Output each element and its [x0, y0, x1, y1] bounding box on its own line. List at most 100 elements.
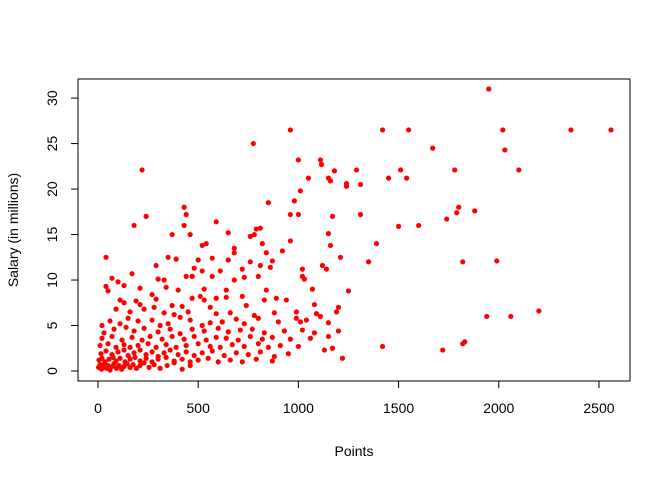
- data-point: [137, 362, 143, 369]
- data-point: [207, 304, 213, 310]
- data-point: [183, 211, 189, 218]
- data-point: [169, 302, 175, 309]
- data-point: [119, 337, 125, 343]
- data-point: [124, 361, 130, 367]
- data-point: [149, 291, 155, 298]
- data-point: [263, 250, 269, 256]
- data-point: [273, 295, 279, 301]
- data-point: [125, 315, 131, 321]
- data-point: [365, 259, 372, 265]
- data-point: [117, 297, 123, 303]
- data-point: [111, 326, 117, 332]
- data-point: [187, 362, 193, 369]
- data-point: [229, 342, 235, 348]
- data-point: [241, 321, 247, 327]
- data-point: [301, 276, 308, 282]
- data-point: [257, 225, 263, 231]
- data-point: [307, 335, 314, 341]
- data-point: [157, 365, 163, 371]
- data-point: [141, 325, 147, 331]
- data-point: [329, 345, 336, 351]
- data-point: [115, 349, 121, 355]
- data-point: [146, 364, 152, 370]
- x-tick-label: 2000: [483, 400, 514, 416]
- data-point: [191, 333, 197, 340]
- data-point: [311, 330, 318, 336]
- data-point: [189, 326, 195, 332]
- data-point: [105, 362, 111, 369]
- data-point: [179, 366, 185, 372]
- data-point: [127, 344, 133, 350]
- data-point: [131, 222, 137, 229]
- data-point: [456, 204, 462, 210]
- data-point: [98, 351, 104, 357]
- data-point: [297, 319, 303, 325]
- data-point: [259, 336, 265, 342]
- data-point: [241, 274, 247, 280]
- data-point: [311, 301, 318, 308]
- data-point: [187, 317, 193, 323]
- data-point: [335, 304, 342, 310]
- data-point: [231, 250, 237, 256]
- data-point: [245, 352, 251, 358]
- data-point: [225, 257, 231, 263]
- data-point: [379, 127, 386, 133]
- data-point: [231, 277, 237, 283]
- data-point: [143, 352, 149, 358]
- data-point: [141, 306, 147, 312]
- data-point: [271, 353, 277, 360]
- data-point: [164, 362, 170, 369]
- data-point: [608, 127, 614, 133]
- data-point: [199, 350, 205, 356]
- data-point: [325, 231, 332, 237]
- data-point: [179, 356, 185, 362]
- data-point: [161, 277, 167, 283]
- data-point: [107, 318, 113, 324]
- data-point: [323, 266, 330, 272]
- data-point: [345, 288, 352, 294]
- data-point: [97, 342, 103, 349]
- data-point: [109, 333, 115, 340]
- data-point: [500, 127, 506, 133]
- data-point: [207, 343, 213, 350]
- data-point: [173, 344, 179, 350]
- data-point: [397, 167, 404, 173]
- data-point: [454, 210, 460, 216]
- data-point: [209, 255, 215, 261]
- data-point: [516, 167, 522, 173]
- data-point: [249, 326, 255, 332]
- data-point: [131, 350, 137, 356]
- data-point: [395, 223, 402, 229]
- data-point: [116, 362, 122, 369]
- data-point: [135, 342, 141, 349]
- data-point: [231, 245, 237, 251]
- data-point: [247, 333, 253, 340]
- data-point: [213, 219, 219, 225]
- data-point: [131, 328, 137, 334]
- data-point: [215, 359, 221, 365]
- data-point: [109, 275, 115, 281]
- data-point: [127, 356, 133, 362]
- data-point: [430, 145, 436, 151]
- data-point: [151, 362, 157, 368]
- data-point: [255, 315, 261, 321]
- y-tick-label: 20: [44, 181, 60, 197]
- data-point: [203, 241, 209, 247]
- data-point: [357, 181, 364, 188]
- plot-box: [77, 78, 631, 382]
- y-tick-label: 30: [44, 90, 60, 106]
- data-point: [149, 317, 155, 323]
- data-point: [169, 231, 175, 238]
- data-point: [217, 344, 223, 350]
- data-point: [373, 241, 380, 247]
- data-point: [167, 326, 173, 332]
- data-point: [257, 349, 263, 355]
- data-point: [195, 357, 201, 363]
- data-point: [113, 306, 119, 312]
- data-point: [291, 198, 297, 204]
- data-point: [157, 322, 163, 329]
- x-tick-label: 2500: [583, 400, 614, 416]
- data-point: [163, 342, 169, 348]
- data-point: [317, 157, 324, 163]
- data-point: [201, 286, 207, 292]
